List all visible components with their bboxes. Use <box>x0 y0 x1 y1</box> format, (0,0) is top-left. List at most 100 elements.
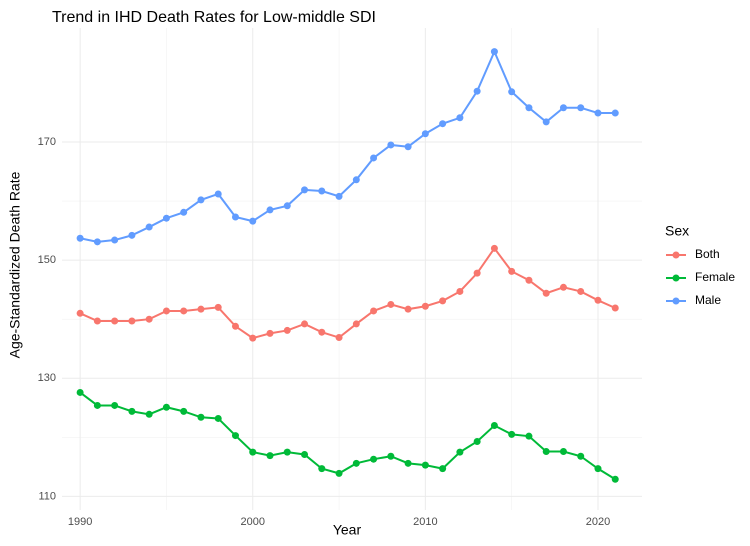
data-point <box>266 452 274 460</box>
data-point <box>128 407 136 415</box>
x-tick-label: 2010 <box>413 516 437 528</box>
data-point <box>249 217 257 225</box>
data-point <box>352 176 360 184</box>
data-point <box>525 104 533 112</box>
data-point <box>490 244 498 252</box>
data-point <box>439 297 447 305</box>
data-point <box>611 475 619 483</box>
data-point <box>525 276 533 284</box>
data-point <box>318 328 326 336</box>
data-point <box>335 192 343 200</box>
data-point <box>180 407 188 415</box>
data-point <box>387 300 395 308</box>
data-point <box>456 448 464 456</box>
data-point <box>559 283 567 291</box>
data-point <box>231 322 239 330</box>
data-point <box>93 401 101 409</box>
data-point <box>490 422 498 430</box>
data-point <box>111 317 119 325</box>
data-point <box>266 206 274 214</box>
data-point <box>473 269 481 277</box>
data-point <box>197 305 205 313</box>
y-tick-label: 110 <box>38 490 56 502</box>
data-point <box>508 267 516 275</box>
data-point <box>439 465 447 473</box>
data-point <box>421 302 429 310</box>
data-point <box>404 459 412 467</box>
data-point <box>231 213 239 221</box>
data-point <box>611 304 619 312</box>
data-point <box>387 452 395 460</box>
data-point <box>249 448 257 456</box>
series-line <box>79 49 616 243</box>
data-point <box>370 307 378 315</box>
data-point <box>76 388 84 396</box>
data-point <box>180 208 188 216</box>
data-point <box>145 315 153 323</box>
data-point <box>611 109 619 117</box>
data-point <box>508 430 516 438</box>
data-point <box>421 461 429 469</box>
legend-label: Female <box>695 270 735 284</box>
data-point <box>594 109 602 117</box>
data-point <box>266 329 274 337</box>
x-tick-label: 2000 <box>241 516 265 528</box>
y-tick-label: 150 <box>38 254 56 266</box>
data-point <box>111 401 119 409</box>
x-axis-label: Year <box>333 522 362 538</box>
legend-label: Both <box>695 247 720 261</box>
series-line <box>79 391 616 481</box>
data-point <box>559 448 567 456</box>
data-point <box>370 154 378 162</box>
data-point <box>352 459 360 467</box>
data-point <box>318 187 326 195</box>
data-point <box>145 410 153 418</box>
data-point <box>111 236 119 244</box>
data-point <box>283 202 291 210</box>
data-point <box>93 238 101 246</box>
y-axis-label: Age-Standardized Death Rate <box>7 171 23 358</box>
data-point <box>283 448 291 456</box>
data-point <box>387 141 395 149</box>
data-point <box>128 317 136 325</box>
y-tick-label: 130 <box>38 372 56 384</box>
data-point <box>214 190 222 198</box>
legend-title: Sex <box>665 223 689 239</box>
data-point <box>162 214 170 222</box>
data-point <box>542 118 550 126</box>
data-point <box>421 130 429 138</box>
data-point <box>301 186 309 194</box>
data-point <box>490 48 498 56</box>
data-point <box>128 231 136 239</box>
data-point <box>577 452 585 460</box>
x-tick-label: 1990 <box>68 516 92 528</box>
data-point <box>145 223 153 231</box>
data-point <box>214 303 222 311</box>
data-point <box>162 403 170 411</box>
data-point <box>180 307 188 315</box>
data-point <box>404 143 412 151</box>
data-point <box>577 104 585 112</box>
data-point <box>559 104 567 112</box>
data-point <box>439 120 447 128</box>
data-point <box>473 437 481 445</box>
data-point <box>162 307 170 315</box>
data-point <box>404 305 412 313</box>
data-point <box>542 289 550 297</box>
data-point <box>370 455 378 463</box>
data-point <box>231 432 239 440</box>
data-point <box>197 196 205 204</box>
data-point <box>542 448 550 456</box>
data-point <box>76 234 84 242</box>
chart-title: Trend in IHD Death Rates for Low-middle … <box>52 9 376 26</box>
data-point <box>214 414 222 422</box>
data-point <box>594 465 602 473</box>
legend-swatch-point <box>672 274 680 282</box>
data-point <box>318 465 326 473</box>
data-point <box>473 87 481 95</box>
legend-swatch-point <box>672 251 680 259</box>
series-line <box>79 246 616 340</box>
data-point <box>93 317 101 325</box>
data-point <box>525 432 533 440</box>
